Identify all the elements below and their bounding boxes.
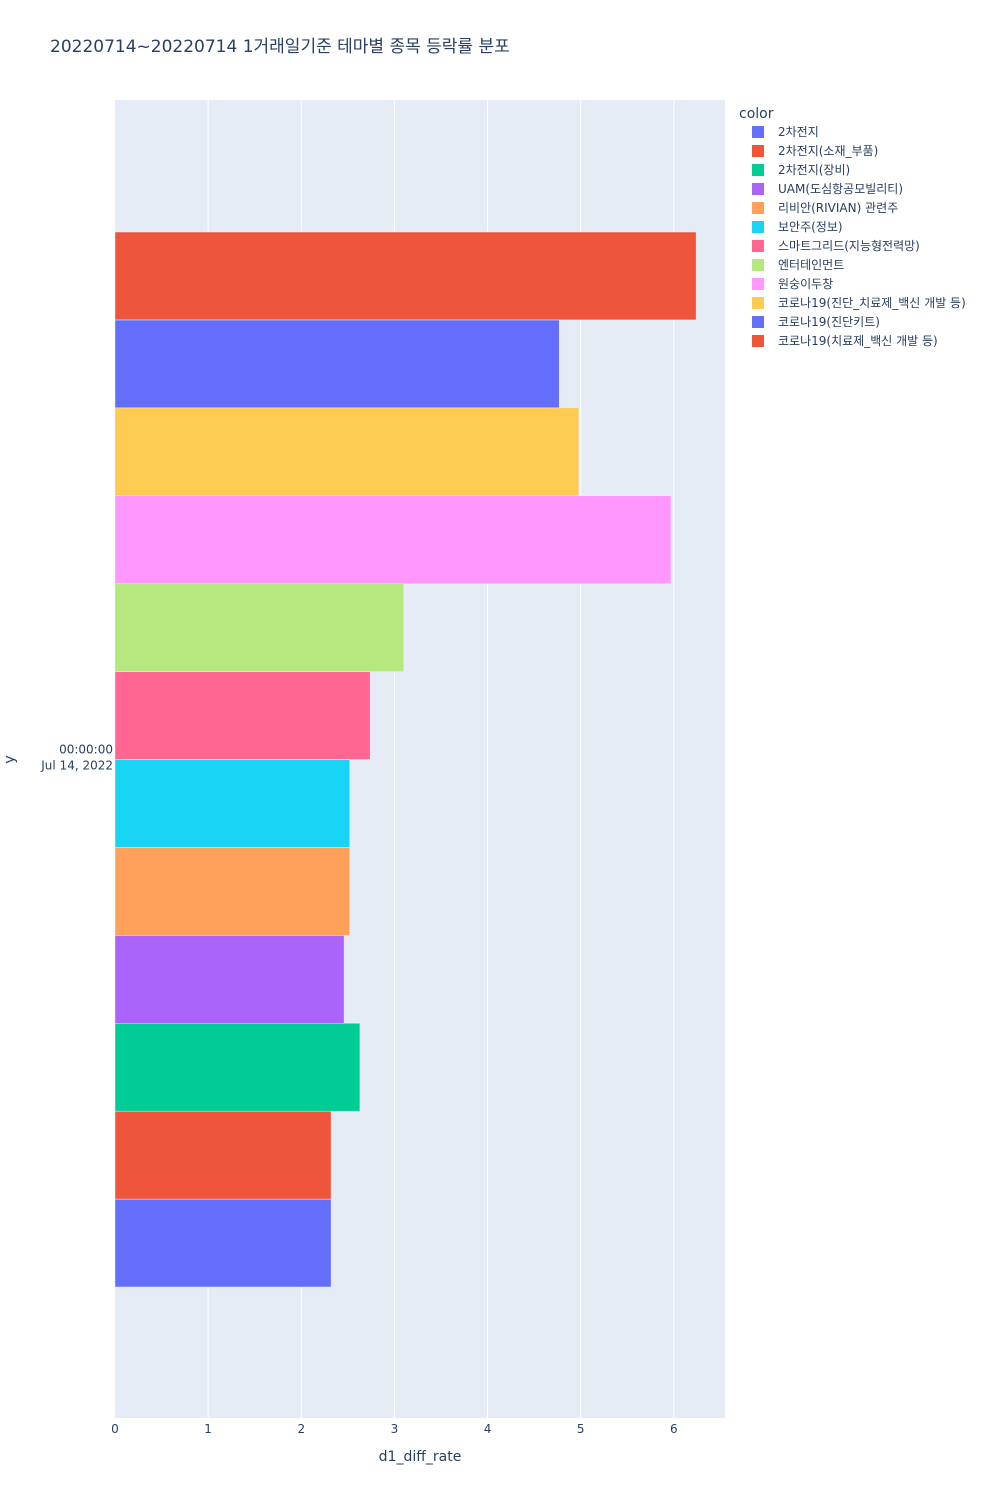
legend-title: color xyxy=(739,106,774,122)
legend-item[interactable]: 원숭이두창 xyxy=(752,277,833,291)
legend-swatch xyxy=(752,202,764,214)
legend-item[interactable]: 2차전지 xyxy=(752,125,819,139)
bar[interactable] xyxy=(114,1023,361,1112)
bar[interactable] xyxy=(114,231,697,321)
bar[interactable] xyxy=(114,1198,332,1288)
legend-label: 코로나19(치료제_백신 개발 등) xyxy=(778,334,938,348)
legend-label: 코로나19(진단키트) xyxy=(778,315,880,329)
y-axis-title: y xyxy=(2,755,18,763)
legend-label: 엔터테인먼트 xyxy=(778,258,844,272)
legend-item[interactable]: 코로나19(진단키트) xyxy=(752,315,880,329)
x-tick-label: 4 xyxy=(484,1422,492,1436)
legend-label: 원숭이두창 xyxy=(778,277,833,291)
legend-item[interactable]: 스마트그리드(지능형전력망) xyxy=(752,239,920,253)
legend-swatch xyxy=(752,278,764,290)
legend-swatch xyxy=(752,126,764,138)
x-axis-title: d1_diff_rate xyxy=(379,1449,462,1465)
legend-swatch xyxy=(752,297,764,309)
legend-label: 2차전지(소재_부품) xyxy=(778,144,878,158)
bar[interactable] xyxy=(114,847,350,936)
x-tick-label: 5 xyxy=(577,1422,585,1436)
legend-item[interactable]: 리비안(RIVIAN) 관련주 xyxy=(752,201,898,215)
legend-item[interactable]: 코로나19(진단_치료제_백신 개발 등) xyxy=(752,296,966,310)
bar[interactable] xyxy=(114,319,560,409)
legend-label: 리비안(RIVIAN) 관련주 xyxy=(778,201,898,215)
bar[interactable] xyxy=(114,495,672,584)
x-tick-label: 6 xyxy=(670,1422,678,1436)
legend-item[interactable]: 코로나19(치료제_백신 개발 등) xyxy=(752,334,938,348)
x-tick-label: 1 xyxy=(204,1422,212,1436)
bar[interactable] xyxy=(114,583,404,672)
legend-label: 2차전지 xyxy=(778,125,819,139)
x-tick-label: 2 xyxy=(297,1422,305,1436)
legend-swatch xyxy=(752,259,764,271)
bar[interactable] xyxy=(114,759,350,848)
bar[interactable] xyxy=(114,935,345,1024)
legend-swatch xyxy=(752,183,764,195)
legend-label: 코로나19(진단_치료제_백신 개발 등) xyxy=(778,296,966,310)
legend-label: 2차전지(장비) xyxy=(778,163,850,177)
bars-layer xyxy=(114,231,697,1288)
legend-item[interactable]: 엔터테인먼트 xyxy=(752,258,844,272)
y-tick-label-date: Jul 14, 2022 xyxy=(40,759,113,773)
x-tick-label: 0 xyxy=(111,1422,119,1436)
legend-item[interactable]: 보안주(정보) xyxy=(752,220,843,234)
y-tick-label-time: 00:00:00 xyxy=(59,743,113,757)
legend-swatch xyxy=(752,221,764,233)
legend-label: 스마트그리드(지능형전력망) xyxy=(778,239,920,253)
x-tick-labels: 0 1 2 3 4 5 6 xyxy=(111,1422,677,1436)
legend-item[interactable]: 2차전지(소재_부품) xyxy=(752,144,878,158)
legend-item[interactable]: 2차전지(장비) xyxy=(752,163,850,177)
legend-swatch xyxy=(752,316,764,328)
bar[interactable] xyxy=(114,1110,332,1200)
legend-swatch xyxy=(752,145,764,157)
legend-items[interactable]: 2차전지 2차전지(소재_부품) 2차전지(장비) UAM(도심항공모빌리티) 리비안(… xyxy=(752,125,966,348)
bar[interactable] xyxy=(114,407,580,497)
x-tick-label: 3 xyxy=(391,1422,399,1436)
chart-title: 20220714~20220714 1거래일기준 테마별 종목 등락률 분포 xyxy=(50,37,510,57)
bar[interactable] xyxy=(114,671,371,760)
legend-item[interactable]: UAM(도심항공모빌리티) xyxy=(752,182,903,196)
legend-label: UAM(도심항공모빌리티) xyxy=(778,182,903,196)
legend[interactable]: color 2차전지 2차전지(소재_부품) 2차전지(장비) UAM(도심항공모빌리… xyxy=(739,106,966,348)
legend-swatch xyxy=(752,240,764,252)
legend-swatch xyxy=(752,164,764,176)
legend-label: 보안주(정보) xyxy=(778,220,843,234)
legend-swatch xyxy=(752,335,764,347)
